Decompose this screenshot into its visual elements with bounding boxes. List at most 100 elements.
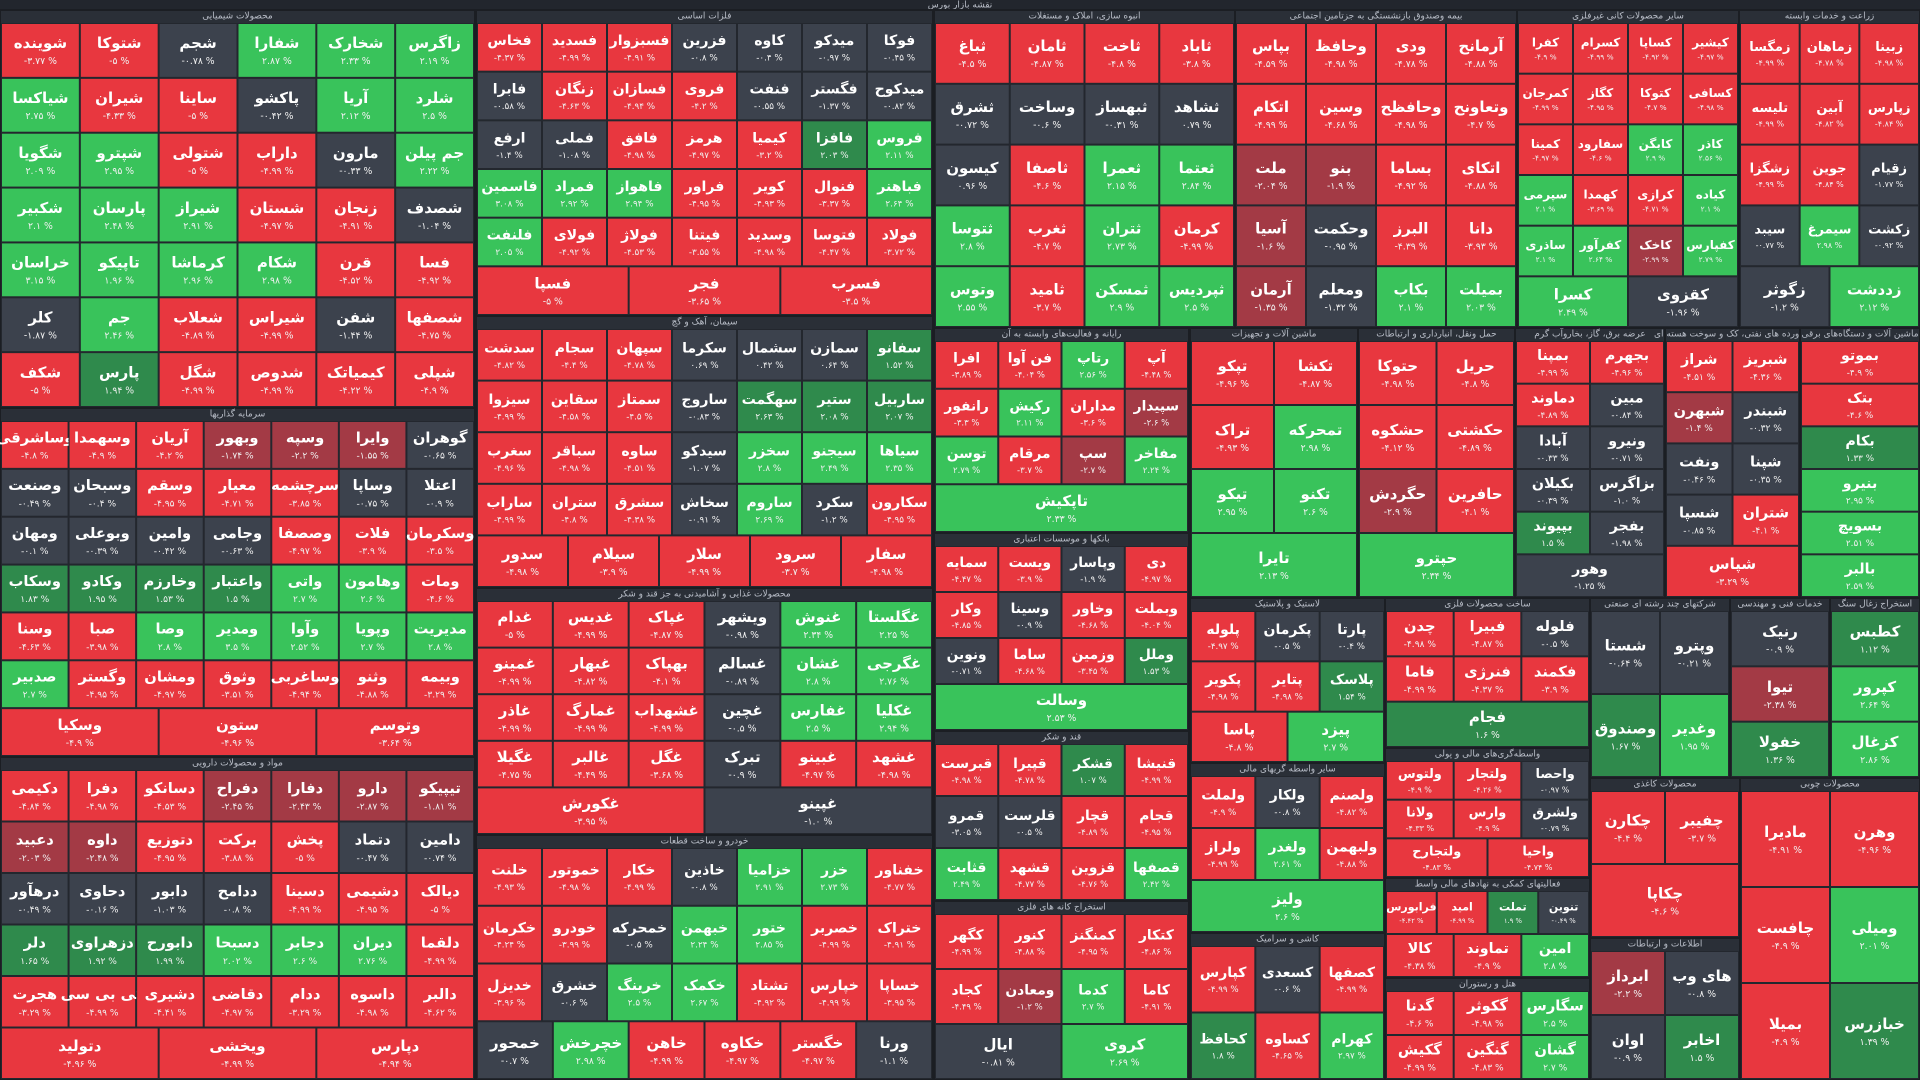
ticker-name: غگیلا (497, 748, 533, 766)
ticker-name: فکمند (1534, 663, 1577, 680)
ticker-tile (395, 352, 474, 407)
ticker-tile (802, 169, 867, 218)
ticker-tile (477, 432, 542, 484)
ticker-name: ساینا (179, 89, 217, 107)
ticker-tile (79, 132, 159, 188)
ticker-tile (1740, 205, 1800, 267)
ticker-name: واحصا (1536, 767, 1575, 782)
ticker-name: ثتران (1102, 220, 1141, 238)
ticker-name: وتوسم (370, 716, 421, 734)
ticker-tile (1124, 848, 1188, 900)
ticker-change: -۳.۶۴ % (379, 738, 412, 749)
ticker-tile (607, 483, 672, 536)
ticker-tile (477, 329, 542, 381)
ticker-name: بپیوند (1533, 519, 1572, 535)
ticker-change: ۲.۶۴ % (1589, 255, 1613, 264)
ticker-name: دیالک (421, 883, 461, 900)
ticker-name: گکیش (1398, 1040, 1442, 1058)
ticker-name: وسبحان (73, 477, 131, 494)
ticker-tile (395, 77, 474, 133)
ticker-tile (1799, 144, 1860, 206)
ticker-name: آریا (343, 89, 369, 107)
ticker-tile (68, 564, 137, 613)
ticker-tile (1159, 23, 1234, 84)
ticker-tile (1801, 554, 1919, 597)
ticker-name: کیاده (1696, 187, 1726, 201)
ticker-name: خفولا (1759, 733, 1801, 751)
ticker-change: ۳.۱۵ % (26, 276, 56, 287)
ticker-name: شتولی (173, 144, 224, 162)
ticker-change: -۴.۳۳ % (103, 111, 136, 122)
ticker-name: ثغرب (1028, 220, 1067, 238)
ticker-tile (316, 77, 396, 133)
ticker-change: -۱.۷۷ % (1875, 180, 1904, 189)
ticker-tile (1665, 1015, 1739, 1079)
ticker-tile (79, 352, 159, 407)
ticker-name: فجر (689, 274, 720, 292)
ticker-tile (1319, 776, 1384, 828)
ticker-change: -۰.۹۷ % (1541, 786, 1570, 795)
ticker-name: غکلیا (876, 701, 913, 719)
ticker-name: ولملت (1201, 788, 1245, 804)
ticker-name: شگل (180, 363, 217, 381)
ticker-tile (68, 612, 137, 661)
ticker-tile (867, 905, 932, 964)
ticker-tile (1386, 656, 1454, 702)
ticker-name: خدیزل (487, 978, 532, 994)
ticker-change: ۲.۵۲ % (291, 643, 320, 653)
ticker-name: شفارا (254, 34, 299, 52)
ticker-tile (136, 976, 204, 1028)
ticker-name: وسکاب (9, 573, 61, 590)
ticker-tile (1, 660, 69, 709)
ticker-change: -۳.۵ % (842, 296, 870, 307)
ticker-change: ۱.۵۴ % (1338, 692, 1366, 702)
ticker-name: تنوین (1549, 901, 1579, 914)
ticker-tile (1359, 341, 1437, 405)
ticker-change: -۴.۳۷ % (494, 53, 525, 63)
ticker-change: ۱.۹۴ % (104, 385, 134, 396)
ticker-name: کقزوی (1657, 285, 1709, 303)
ticker-name: ثبهساز (1095, 98, 1147, 116)
ticker-change: -۴.۹۷ % (802, 770, 835, 781)
ticker-tile (998, 546, 1062, 592)
ticker-tile (1255, 946, 1320, 1013)
ticker-tile (406, 612, 474, 661)
ticker-name: حکشتی (1447, 421, 1503, 439)
ticker-tile (607, 71, 672, 121)
ticker-tile (1236, 144, 1306, 206)
ticker-name: خچرخش (559, 1034, 622, 1053)
ticker-tile (802, 905, 867, 964)
ticker-tile (271, 821, 339, 873)
ticker-change: -۱.۰۸ % (559, 151, 590, 161)
ticker-name: ارفع (494, 130, 526, 146)
ticker-name: سکارون (871, 495, 927, 511)
ticker-tile (672, 169, 737, 218)
ticker-name: تاپیکو (98, 254, 140, 273)
ticker-tile (477, 740, 553, 788)
ticker-name: وسهمدا (74, 429, 131, 446)
ticker-tile (867, 483, 932, 536)
ticker-change: -۳.۴۵ % (1078, 667, 1108, 677)
ticker-tile (1359, 533, 1514, 597)
ticker-tile (856, 647, 933, 695)
ticker-name: گکوثر (1466, 996, 1508, 1014)
ticker-name: فخاس (487, 33, 531, 49)
ticker-name: کنور (1014, 927, 1046, 943)
ticker-change: -۴.۹۸ % (952, 776, 982, 786)
ticker-change: -۲.۷ % (1080, 466, 1106, 476)
ticker-change: -۴.۶۲ % (424, 1008, 457, 1018)
ticker-change: -۴.۹۷ % (689, 151, 720, 161)
ticker-change: -۴.۹۴ % (624, 102, 655, 112)
ticker-change: -۳.۸۸ % (221, 854, 254, 864)
ticker-change: ۰.۹۶ % (958, 181, 988, 192)
ticker-tile (477, 169, 542, 218)
ticker-name: زگوثر (1763, 280, 1806, 298)
ticker-tile (1386, 991, 1454, 1035)
ticker-change: -۴.۹۸ % (86, 802, 119, 812)
ticker-tile (802, 71, 867, 121)
ticker-name: کالا (1408, 941, 1433, 957)
ticker-tile (158, 242, 238, 298)
ticker-name: قپیرا (1013, 756, 1047, 772)
ticker-tile (1319, 611, 1384, 662)
ticker-name: قچار (1076, 808, 1109, 824)
